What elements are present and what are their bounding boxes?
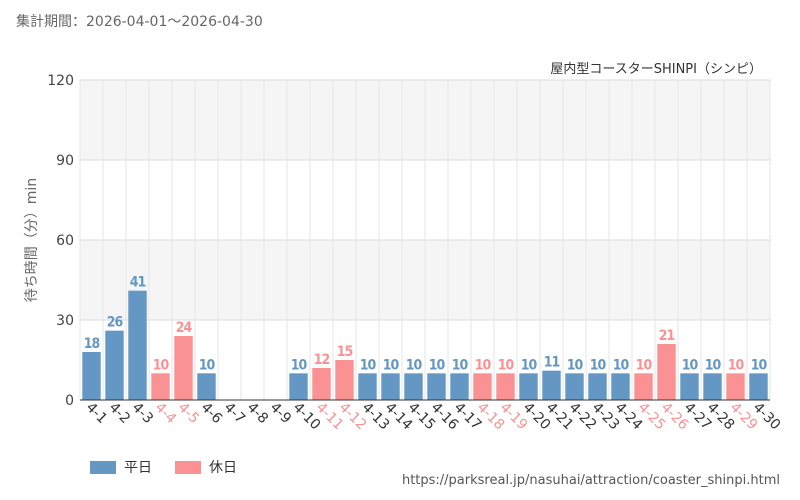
bar: [312, 368, 331, 400]
bar-value-label: 10: [751, 357, 768, 373]
bar-value-label: 10: [153, 357, 170, 373]
bar: [404, 373, 423, 400]
x-tick-label: 4-8: [244, 400, 271, 427]
bar-value-label: 10: [567, 357, 584, 373]
y-tick-label: 30: [56, 313, 74, 329]
y-tick-label: 90: [56, 153, 74, 169]
bar: [588, 373, 607, 400]
legend-swatch-holiday: [175, 460, 201, 474]
bar-value-label: 10: [636, 357, 653, 373]
source-url: https://parksreal.jp/nasuhai/attraction/…: [401, 473, 780, 488]
bar: [657, 344, 676, 400]
bar: [703, 373, 722, 400]
chart-title: 屋内型コースターSHINPI（シンピ）: [550, 61, 762, 77]
bar: [519, 373, 538, 400]
bar: [450, 373, 469, 400]
x-tick-label: 4-7: [221, 400, 248, 427]
bar: [82, 352, 101, 400]
bar: [496, 373, 515, 400]
x-tick-label: 4-9: [267, 400, 294, 427]
bar: [749, 373, 768, 400]
bar-value-label: 10: [590, 357, 607, 373]
bar: [358, 373, 377, 400]
bar: [680, 373, 699, 400]
legend-label-holiday: 休日: [209, 460, 237, 476]
bar-value-label: 10: [498, 357, 515, 373]
bar-value-label: 41: [130, 275, 146, 291]
bar-value-label: 10: [452, 357, 469, 373]
bar-value-label: 10: [360, 357, 377, 373]
y-tick-label: 120: [47, 73, 74, 89]
x-tick-label: 4-2: [106, 400, 133, 427]
bar-value-label: 21: [659, 328, 675, 344]
legend-item-weekday: 平日: [90, 458, 152, 476]
y-tick-label: 60: [56, 233, 74, 249]
x-tick-label: 4-5: [175, 400, 202, 427]
bar-value-label: 10: [613, 357, 630, 373]
bar-value-label: 18: [84, 336, 100, 352]
x-tick-label: 4-6: [198, 400, 226, 428]
bar-value-label: 10: [682, 357, 699, 373]
bar: [289, 373, 308, 400]
period-label: 集計期間：2026-04-01～2026-04-30: [16, 14, 263, 30]
bar: [634, 373, 653, 400]
bar-value-label: 24: [176, 320, 193, 336]
legend-swatch-weekday: [90, 460, 116, 474]
bar: [105, 330, 124, 400]
bar: [726, 373, 745, 400]
bar: [197, 373, 216, 400]
bar-value-label: 10: [521, 357, 538, 373]
bar: [128, 290, 147, 400]
bar-value-label: 10: [705, 357, 722, 373]
bar-value-label: 26: [107, 315, 124, 331]
bar-value-label: 10: [199, 357, 216, 373]
bar: [427, 373, 446, 400]
x-tick-label: 4-1: [83, 400, 110, 427]
bar: [381, 373, 400, 400]
bar-value-label: 10: [728, 357, 745, 373]
bar-value-label: 10: [406, 357, 423, 373]
bar: [473, 373, 492, 400]
bar-value-label: 15: [337, 344, 353, 360]
bar-value-label: 10: [291, 357, 308, 373]
bar: [611, 373, 630, 400]
x-tick-label: 4-4: [152, 400, 180, 428]
y-axis-label: 待ち時間（分）min: [24, 178, 40, 302]
bar-value-label: 10: [429, 357, 446, 373]
bar-value-label: 11: [544, 355, 560, 371]
bar-value-label: 10: [475, 357, 492, 373]
bar: [151, 373, 170, 400]
legend-item-holiday: 休日: [175, 458, 237, 476]
bar: [565, 373, 584, 400]
bar: [174, 336, 193, 400]
legend-label-weekday: 平日: [124, 460, 152, 476]
bar-value-label: 12: [314, 352, 330, 368]
bar-value-label: 10: [383, 357, 400, 373]
bar: [335, 360, 354, 400]
y-tick-label: 0: [65, 393, 74, 409]
x-tick-label: 4-3: [129, 400, 156, 427]
bar: [542, 370, 561, 400]
